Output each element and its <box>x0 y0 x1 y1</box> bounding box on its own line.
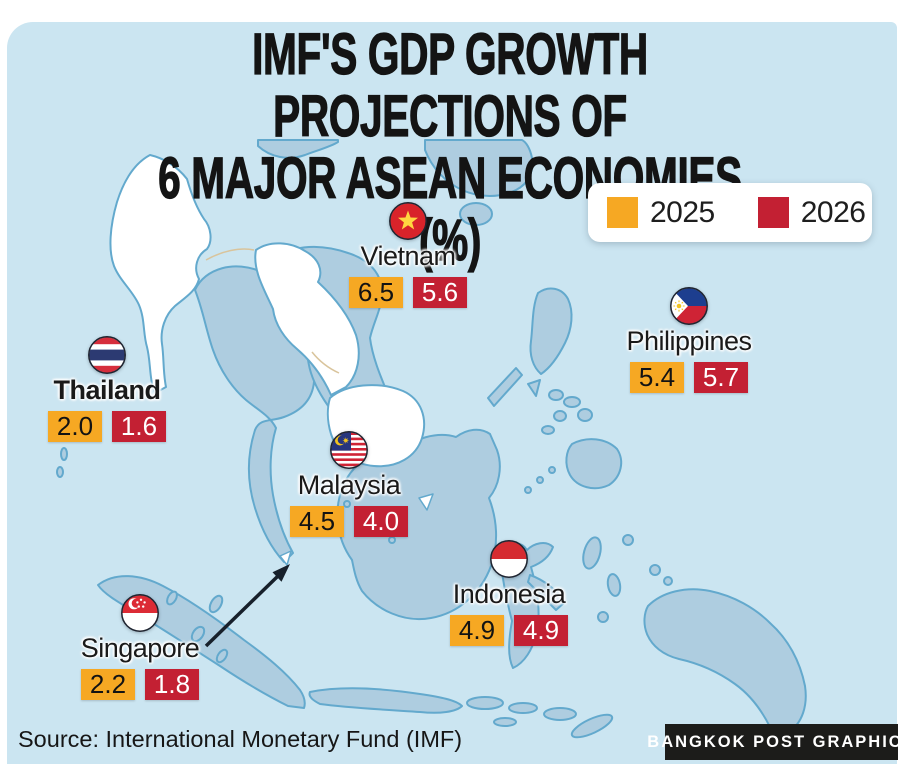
country-label: Thailand <box>53 375 161 405</box>
gdp-2025-value: 4.5 <box>290 506 344 537</box>
country-group-malaysia: Malaysia 4.5 4.0 <box>234 431 464 537</box>
legend-2025-swatch <box>607 197 638 228</box>
country-label: Indonesia <box>452 579 566 609</box>
gdp-2025-value: 2.2 <box>81 669 135 700</box>
gdp-2025-value: 5.4 <box>630 362 684 393</box>
page-title: IMF'S GDP GROWTH PROJECTIONS OF 6 MAJOR … <box>0 22 900 272</box>
source-text: Source: International Monetary Fund (IMF… <box>18 726 463 752</box>
philippines-flag-icon <box>670 287 708 325</box>
indonesia-flag-icon <box>490 540 528 578</box>
title-line-1: IMF'S GDP GROWTH PROJECTIONS OF <box>252 22 649 149</box>
vietnam-flag-icon <box>389 202 427 240</box>
country-group-indonesia: Indonesia 4.9 4.9 <box>394 540 624 646</box>
country-label: Vietnam <box>360 241 456 271</box>
country-group-thailand: Thailand 2.0 1.6 <box>0 336 222 442</box>
legend-2026-label: 2026 <box>800 195 866 229</box>
legend: 2025 2026 <box>588 183 872 242</box>
gdp-2026-value: 5.7 <box>694 362 748 393</box>
country-group-singapore: Singapore 2.2 1.8 <box>25 594 255 700</box>
gdp-2026-value: 4.0 <box>354 506 408 537</box>
gdp-values: 4.5 4.0 <box>290 506 408 537</box>
gdp-values: 5.4 5.7 <box>630 362 748 393</box>
gdp-values: 2.0 1.6 <box>48 411 166 442</box>
country-group-vietnam: Vietnam 6.5 5.6 <box>293 202 523 308</box>
gdp-2025-value: 6.5 <box>349 277 403 308</box>
country-label: Malaysia <box>297 470 401 500</box>
singapore-flag-icon <box>121 594 159 632</box>
gdp-2026-value: 4.9 <box>514 615 568 646</box>
gdp-2026-value: 5.6 <box>413 277 467 308</box>
gdp-values: 6.5 5.6 <box>349 277 467 308</box>
gdp-2025-value: 2.0 <box>48 411 102 442</box>
gdp-values: 4.9 4.9 <box>450 615 568 646</box>
gdp-values: 2.2 1.8 <box>81 669 199 700</box>
country-group-philippines: Philippines 5.4 5.7 <box>574 287 804 393</box>
gdp-2026-value: 1.6 <box>112 411 166 442</box>
malaysia-flag-icon <box>330 431 368 469</box>
credit-badge: BANGKOK POST GRAPHICS <box>647 724 900 760</box>
thailand-flag-icon <box>88 336 126 374</box>
legend-2026-swatch <box>757 197 789 228</box>
country-label: Philippines <box>626 326 752 356</box>
legend-2025-label: 2025 <box>650 195 715 229</box>
gdp-2025-value: 4.9 <box>450 615 504 646</box>
country-label: Singapore <box>80 633 200 663</box>
gdp-2026-value: 1.8 <box>145 669 199 700</box>
